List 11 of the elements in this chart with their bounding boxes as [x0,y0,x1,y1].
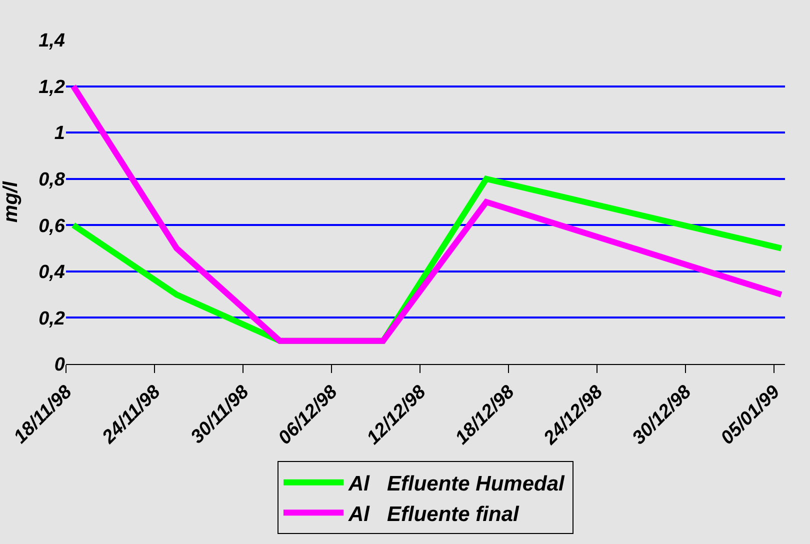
legend-label: Al Efluente final [348,502,520,526]
y-tick-label: 1,2 [38,76,66,98]
y-tick-label: 1 [54,123,65,144]
y-tick-label: 0,4 [38,262,66,284]
y-tick-label: 0,2 [38,308,66,330]
y-tick-label: 0,8 [38,170,66,191]
legend-label: Al Efluente Humedal [348,472,566,496]
y-axis-title: mg/l [0,181,22,223]
y-tick-label: 0 [54,354,66,376]
y-tick-label: 1,4 [38,30,66,52]
y-tick-label: 0,6 [38,216,66,237]
